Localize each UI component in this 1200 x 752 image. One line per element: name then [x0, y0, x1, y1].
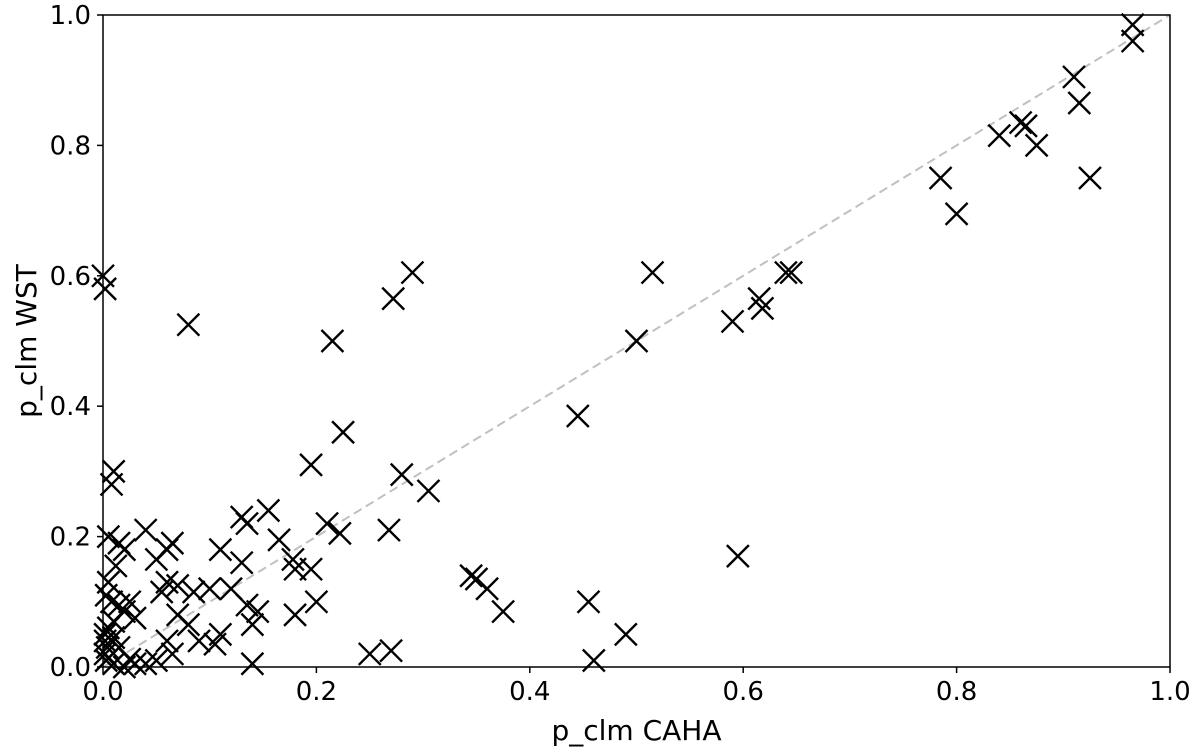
data-point	[416, 479, 441, 503]
data-point	[304, 589, 329, 614]
data-point	[491, 599, 515, 624]
data-point	[96, 524, 121, 549]
data-point	[235, 593, 259, 617]
data-point	[299, 557, 323, 582]
data-point	[987, 123, 1012, 148]
data-point	[581, 648, 606, 673]
x-tick-label: 0.8	[936, 677, 977, 707]
data-point	[944, 202, 969, 226]
data-point	[155, 629, 179, 653]
data-point	[613, 622, 638, 647]
data-point	[112, 537, 137, 562]
data-point	[357, 642, 382, 666]
data-point	[1067, 91, 1092, 115]
data-point	[377, 518, 401, 542]
y-axis-ticks: 0.0 0.2 0.4 0.6 0.8 1.0	[50, 1, 103, 683]
data-point	[774, 260, 798, 285]
data-point	[464, 567, 489, 591]
data-point	[165, 602, 190, 627]
y-tick-label: 0.4	[50, 392, 91, 422]
x-axis-ticks: 0.0 0.2 0.4 0.6 0.8 1.0	[82, 667, 1191, 707]
x-tick-label: 0.4	[509, 677, 550, 707]
data-point	[283, 602, 307, 627]
data-point	[160, 642, 185, 666]
data-point	[229, 550, 254, 575]
data-point	[379, 638, 403, 663]
data-point	[726, 544, 750, 569]
y-tick-label: 0.0	[50, 653, 91, 683]
data-point	[328, 521, 352, 546]
plot-frame	[102, 14, 1171, 668]
data-point	[181, 580, 206, 604]
data-point	[197, 576, 222, 601]
data-point	[1062, 65, 1086, 89]
data-point	[1014, 113, 1038, 138]
data-point	[315, 511, 339, 536]
data-point	[203, 632, 227, 657]
data-point	[389, 462, 414, 487]
data-point	[320, 329, 345, 353]
y-axis-label: p_clm WST	[10, 263, 43, 418]
y-tick-label: 0.8	[50, 131, 91, 161]
data-point	[1024, 133, 1049, 158]
x-tick-label: 1.0	[1149, 677, 1190, 707]
data-point	[93, 276, 117, 301]
y-tick-label: 0.6	[50, 262, 91, 292]
data-point	[1120, 29, 1145, 53]
x-axis-label: p_clm CAHA	[551, 714, 721, 747]
data-point	[299, 453, 323, 477]
data-point	[400, 260, 425, 285]
data-point	[101, 625, 126, 650]
data-point	[208, 537, 233, 562]
data-point	[149, 580, 174, 604]
data-point	[267, 528, 291, 552]
data-point	[176, 312, 201, 337]
data-point	[99, 589, 124, 614]
data-point	[144, 547, 169, 572]
data-point	[565, 404, 590, 428]
y-tick-label: 0.2	[50, 523, 91, 553]
data-point	[256, 498, 281, 523]
data-point	[1008, 110, 1033, 135]
reference-line-layer	[102, 14, 1171, 668]
data-point	[281, 547, 305, 572]
x-tick-label: 0.2	[296, 677, 337, 707]
data-point	[123, 606, 147, 630]
reference-diagonal-line	[102, 14, 1171, 668]
data-point	[235, 511, 259, 536]
data-point	[331, 420, 355, 445]
data-point	[99, 472, 124, 497]
data-point	[187, 629, 211, 653]
data-point	[240, 612, 265, 637]
data-point	[459, 563, 483, 588]
data-point	[624, 329, 649, 353]
data-point	[576, 589, 601, 614]
data-point	[779, 260, 804, 285]
data-point	[381, 286, 406, 311]
data-point	[245, 599, 270, 624]
data-point	[720, 309, 745, 334]
data-point	[103, 554, 128, 578]
x-tick-label: 0.6	[723, 677, 764, 707]
y-tick-label: 1.0	[50, 1, 91, 31]
x-tick-label: 0.0	[82, 677, 123, 707]
data-point	[133, 518, 158, 542]
data-point	[240, 651, 265, 676]
data-points	[91, 12, 1145, 679]
data-point	[1078, 166, 1102, 190]
data-point	[640, 260, 665, 285]
data-point	[750, 296, 775, 321]
data-point	[133, 651, 158, 676]
data-point	[928, 166, 953, 190]
